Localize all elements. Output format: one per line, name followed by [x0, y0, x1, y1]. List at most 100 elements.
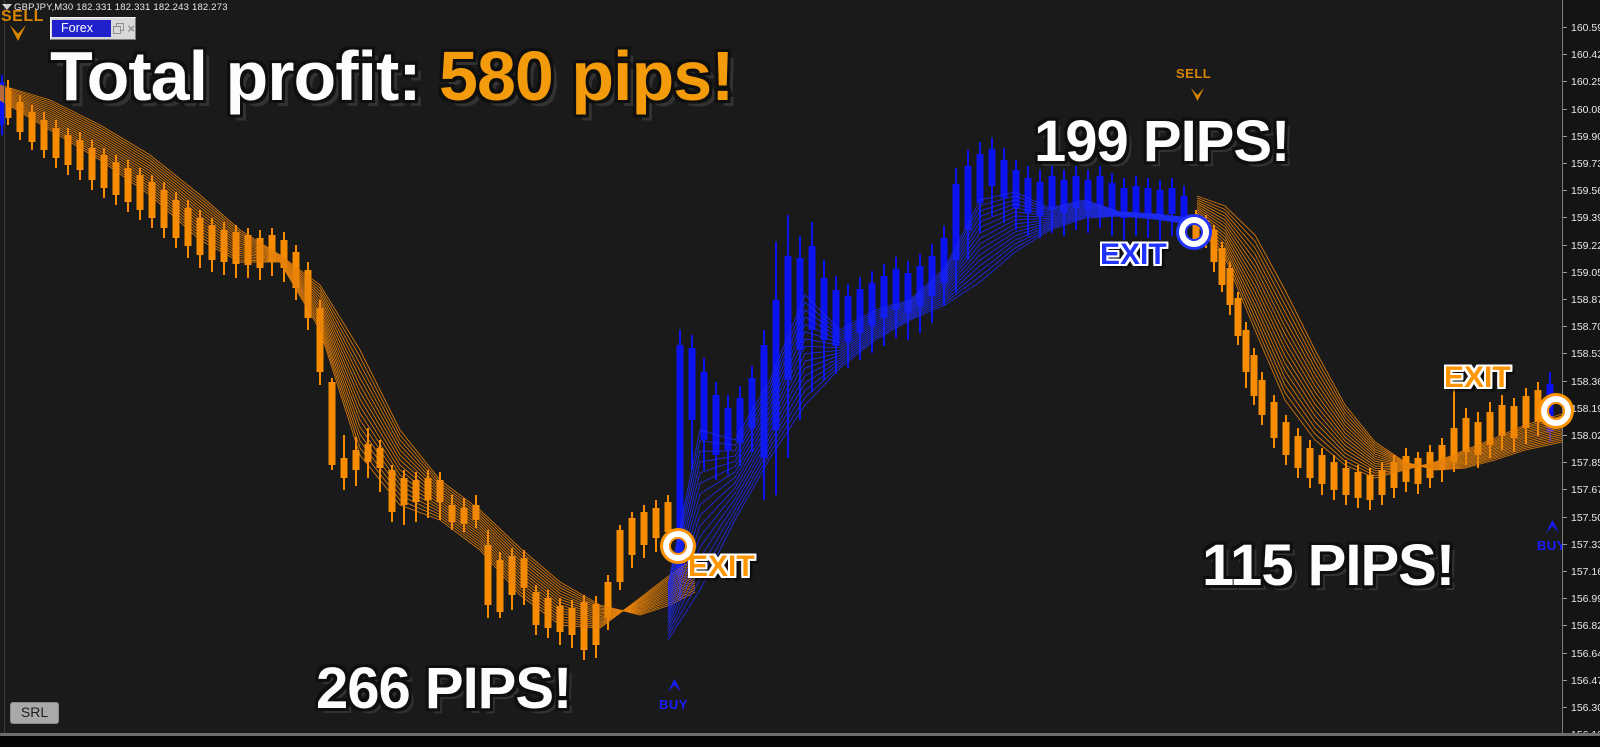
indicator-floating-window[interactable]: Forex ×	[50, 17, 136, 40]
axis-tick	[1563, 136, 1567, 137]
candle-body	[808, 246, 816, 330]
candle-body	[724, 408, 732, 450]
candle-body	[1242, 330, 1250, 372]
candle-body	[64, 135, 72, 165]
candle-body	[28, 112, 36, 142]
candle-body	[1210, 230, 1218, 262]
ma-ribbon-line	[667, 199, 1191, 593]
candle-body	[532, 592, 540, 625]
axis-tick	[1563, 163, 1567, 164]
ma-ribbon-line	[0, 95, 696, 623]
candle-body	[640, 512, 648, 545]
exit-circle-marker	[663, 531, 693, 561]
sell-arrow-icon	[10, 25, 26, 41]
sell-signal-label: SELL	[1176, 66, 1212, 81]
axis-tick	[1563, 707, 1567, 708]
ma-ribbon-line	[0, 94, 696, 621]
ma-ribbon-line	[1196, 220, 1562, 474]
candle-body	[880, 276, 888, 318]
close-icon[interactable]: ×	[127, 21, 135, 36]
buy-signal-label: BUY	[659, 697, 688, 712]
candle-body	[160, 190, 168, 228]
srl-button[interactable]: SRL	[10, 702, 59, 724]
axis-tick	[1563, 462, 1567, 463]
candle-body	[796, 258, 804, 350]
ma-ribbon-line	[0, 85, 696, 615]
candle-body	[676, 345, 684, 575]
ma-ribbon-line	[0, 86, 696, 614]
candle-body	[928, 256, 936, 296]
ma-ribbon-line	[1196, 218, 1562, 472]
candle-body	[820, 278, 828, 340]
candle-body	[1522, 396, 1530, 428]
exit-label: EXIT	[688, 550, 755, 583]
price-chart-canvas[interactable]	[0, 0, 1562, 733]
ma-ribbon-line	[1196, 201, 1562, 469]
ma-ribbon-line	[0, 87, 696, 613]
pips-caption: 115 PIPS!	[1202, 533, 1455, 598]
candle-body	[604, 582, 612, 618]
ma-ribbon-line	[1196, 222, 1562, 477]
candle-body	[1060, 180, 1068, 213]
symbol-dropdown-icon[interactable]	[2, 4, 12, 10]
ma-ribbon-line	[1196, 213, 1562, 468]
candle-body	[52, 128, 60, 158]
restore-window-icon[interactable]	[113, 23, 125, 34]
candle-body	[784, 256, 792, 380]
candle-body	[1390, 462, 1398, 488]
candle-body	[1438, 445, 1446, 470]
ma-ribbon-line	[667, 213, 1191, 630]
candle-body	[1378, 470, 1386, 495]
axis-price-label: 160.420	[1571, 49, 1600, 61]
candle-body	[1450, 428, 1458, 462]
axis-price-label: 157.160	[1571, 566, 1600, 578]
axis-tick	[1563, 489, 1567, 490]
candle-body	[1084, 180, 1092, 210]
exit-circle-marker	[1541, 396, 1571, 426]
ma-ribbon-line	[667, 205, 1191, 604]
headline-value: 580 pips!	[439, 37, 734, 115]
ma-ribbon-line	[667, 195, 1191, 589]
candle-body	[1218, 248, 1226, 285]
candle-body	[316, 308, 324, 372]
candle-body	[1234, 298, 1242, 336]
candle-body	[1120, 188, 1128, 218]
candle-body	[508, 556, 516, 595]
candle-body	[976, 154, 984, 203]
axis-price-label: 159.905	[1571, 131, 1600, 143]
ma-ribbon-line	[0, 96, 696, 624]
ma-ribbon-line	[667, 210, 1191, 619]
buy-signal-label: BUY	[1537, 538, 1566, 553]
axis-price-label: 160.080	[1571, 104, 1600, 116]
candle-body	[1048, 176, 1056, 210]
axis-price-label: 159.565	[1571, 185, 1600, 197]
candle-body	[628, 518, 636, 555]
candle-body	[964, 166, 972, 230]
candle-body	[88, 148, 96, 180]
ma-ribbon-line	[667, 212, 1191, 626]
candle-body	[112, 162, 120, 195]
candle-body	[400, 478, 408, 505]
ma-ribbon-line	[1196, 205, 1562, 468]
candle-body	[1270, 402, 1278, 438]
ma-ribbon-line	[667, 203, 1191, 597]
ma-ribbon-line	[1196, 199, 1562, 470]
candle-body	[1534, 390, 1542, 422]
axis-tick	[1563, 299, 1567, 300]
candle-body	[184, 208, 192, 246]
axis-tick	[1563, 381, 1567, 382]
candle-body	[1462, 418, 1470, 452]
candle-body	[1036, 182, 1044, 216]
candle-body	[496, 560, 504, 612]
axis-tick	[1563, 326, 1567, 327]
axis-price-label: 156.475	[1571, 675, 1600, 687]
ma-ribbon-line	[667, 215, 1191, 641]
candle-body	[1000, 160, 1008, 198]
ma-ribbon-line	[0, 91, 696, 617]
candle-body	[832, 290, 840, 346]
axis-tick	[1563, 353, 1567, 354]
headline-prefix: Total profit:	[50, 37, 440, 115]
exit-label: EXIT	[1100, 238, 1167, 271]
axis-price-label: 157.675	[1571, 484, 1600, 496]
